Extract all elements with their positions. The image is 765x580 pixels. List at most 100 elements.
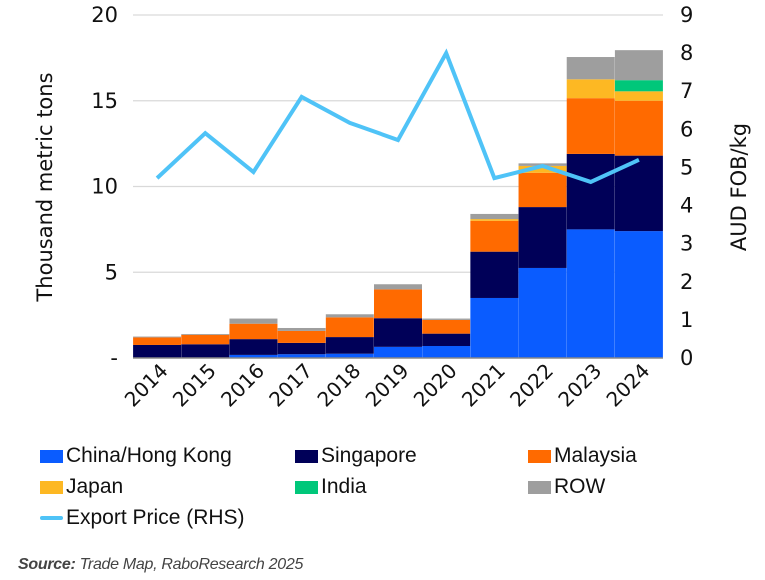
bar-row-2024 — [614, 50, 663, 81]
legend-swatch — [40, 480, 63, 494]
export-price-polyline — [155, 48, 640, 185]
right-tick-label: 6 — [680, 117, 693, 141]
bar-malaysia-2016 — [229, 323, 278, 340]
legend-label: India — [321, 475, 367, 498]
left-tick-label: 5 — [105, 260, 118, 284]
bar-china-hong-kong-2016 — [229, 354, 278, 358]
right-tick-label: 1 — [680, 308, 693, 332]
bar-singapore-2023 — [566, 153, 615, 230]
bar-row-2017 — [277, 327, 326, 331]
bar-singapore-2021 — [470, 251, 519, 298]
bar-malaysia-2015 — [181, 334, 230, 345]
legend-swatch — [40, 449, 63, 463]
left-y-axis: - 5 10 15 20 — [91, 3, 118, 370]
bar-japan-2021 — [470, 219, 519, 221]
bar-malaysia-2019 — [374, 289, 422, 319]
chart: - 5 10 15 20 0 1 2 3 4 5 6 7 8 9 20142015201620172018… — [33, 3, 751, 412]
right-tick-label: 5 — [680, 155, 693, 179]
legend-item-india: India — [295, 475, 367, 499]
bar-china-hong-kong-2017 — [277, 354, 326, 358]
bar-row-2014 — [133, 336, 182, 338]
right-tick-label: 8 — [680, 41, 693, 65]
source-prefix: Source: — [18, 556, 76, 573]
bar-malaysia-2023 — [566, 98, 615, 154]
right-tick-label: 0 — [680, 346, 693, 370]
legend-label: Japan — [66, 475, 124, 498]
left-tick-label: - — [110, 346, 118, 370]
right-y-axis: 0 1 2 3 4 5 6 7 8 9 — [680, 3, 693, 370]
bar-malaysia-2020 — [422, 319, 471, 334]
legend-swatch — [528, 480, 551, 494]
legend-label: China/Hong Kong — [66, 444, 232, 467]
legend-swatch — [295, 449, 318, 463]
legend-item-japan: Japan — [40, 475, 123, 499]
bar-china-hong-kong-2019 — [374, 346, 422, 358]
x-tick-label: 2018 — [312, 359, 365, 412]
right-tick-label: 3 — [680, 232, 693, 256]
bar-row-2015 — [181, 333, 230, 335]
bar-china-hong-kong-2023 — [566, 229, 615, 358]
bar-singapore-2018 — [325, 337, 374, 354]
bar-china-hong-kong-2022 — [518, 267, 567, 358]
export-price-line — [155, 48, 640, 185]
bar-malaysia-2017 — [277, 330, 326, 343]
x-tick-label: 2017 — [264, 359, 317, 412]
legend-swatch — [40, 516, 63, 520]
right-tick-label: 4 — [680, 194, 693, 218]
bar-china-hong-kong-2020 — [422, 345, 471, 358]
bar-singapore-2020 — [422, 333, 471, 346]
legend-swatch — [528, 449, 551, 463]
right-tick-label: 9 — [680, 3, 693, 27]
x-axis: 2014201520162017201820192020202120222023… — [120, 357, 663, 412]
x-tick-label: 2022 — [505, 359, 558, 412]
legend-item-export-price-rhs: Export Price (RHS) — [40, 506, 245, 530]
legend-item-china-hong-kong: China/Hong Kong — [40, 444, 232, 468]
right-axis-title: AUD FOB/kg — [727, 123, 751, 251]
legend-label: Malaysia — [554, 444, 637, 467]
bar-row-2020 — [422, 318, 471, 320]
x-tick-label: 2024 — [601, 359, 654, 412]
bar-singapore-2015 — [181, 344, 230, 358]
bar-row-2018 — [325, 314, 374, 318]
bar-japan-2024 — [614, 91, 663, 101]
left-axis-title: Thousand metric tons — [33, 72, 57, 302]
bar-malaysia-2024 — [614, 100, 663, 156]
x-tick-label: 2014 — [120, 359, 173, 412]
bar-india-2024 — [614, 80, 663, 92]
x-tick-label: 2021 — [457, 359, 510, 412]
bar-row-2016 — [229, 318, 278, 324]
left-tick-label: 20 — [91, 3, 118, 27]
source-text: Trade Map, RaboResearch 2025 — [75, 556, 304, 573]
bar-malaysia-2021 — [470, 220, 519, 252]
legend-label: Export Price (RHS) — [66, 506, 245, 529]
bar-row-2019 — [374, 284, 422, 290]
legend-item-row: ROW — [528, 475, 605, 499]
legend-item-malaysia: Malaysia — [528, 444, 637, 468]
bar-malaysia-2018 — [325, 317, 374, 338]
bar-singapore-2014 — [133, 344, 182, 358]
bar-singapore-2016 — [229, 339, 278, 355]
bar-china-hong-kong-2018 — [325, 353, 374, 358]
left-tick-label: 10 — [91, 175, 118, 199]
bars — [133, 50, 663, 359]
x-tick-label: 2020 — [409, 359, 462, 412]
bar-japan-2022 — [518, 165, 567, 173]
legend-swatch — [295, 480, 318, 494]
x-tick-label: 2019 — [361, 359, 414, 412]
bar-malaysia-2014 — [133, 337, 182, 345]
x-tick-label: 2015 — [168, 359, 221, 412]
bar-singapore-2017 — [277, 342, 326, 355]
legend-label: Singapore — [321, 444, 417, 467]
legend-item-singapore: Singapore — [295, 444, 417, 468]
bar-row-2023 — [566, 57, 615, 80]
bar-row-2021 — [470, 213, 519, 220]
right-tick-label: 2 — [680, 270, 693, 294]
bar-china-hong-kong-2024 — [614, 231, 663, 358]
bar-japan-2023 — [566, 79, 615, 99]
bar-malaysia-2022 — [518, 172, 567, 208]
x-tick-label: 2016 — [216, 359, 269, 412]
bar-singapore-2019 — [374, 318, 422, 347]
x-tick-label: 2023 — [553, 359, 606, 412]
source-note: Source: Trade Map, RaboResearch 2025 — [18, 556, 303, 574]
legend-label: ROW — [554, 475, 606, 498]
